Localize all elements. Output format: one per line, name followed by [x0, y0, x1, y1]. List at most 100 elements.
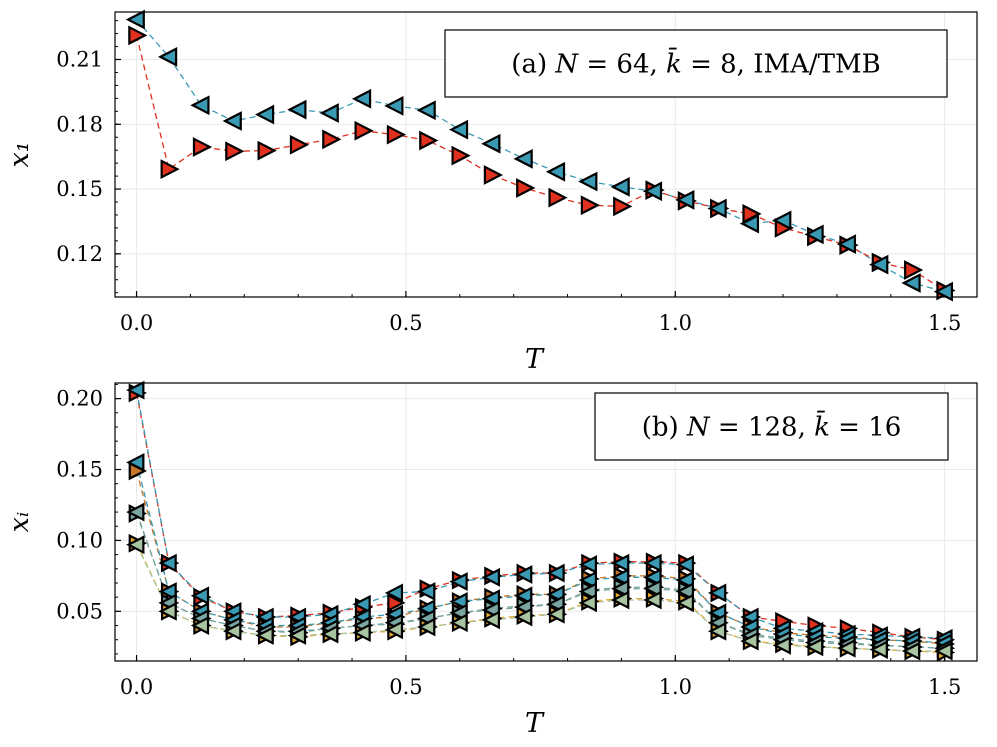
panel-b-data-point: [934, 641, 953, 661]
panel-b-data-point: [287, 626, 307, 645]
panel-a-y-axis-label: x₁: [4, 141, 35, 167]
panel-a-data-point: [869, 254, 889, 275]
panel-a-data-point: [225, 141, 245, 162]
panel-a-data-point: [516, 178, 536, 198]
panel-a-data-point: [419, 130, 439, 151]
panel-b-data-point: [901, 641, 921, 661]
panel-b-data-point: [449, 572, 468, 591]
panel-a-data-point: [190, 95, 210, 116]
panel-b-data-point: [352, 623, 371, 643]
panel-a-data-point: [739, 213, 760, 234]
panel-b-data-point: [352, 594, 371, 614]
panel-b-data-point: [643, 567, 662, 587]
panel-b-legend-title: (b) N = 128, k̄ = 16: [642, 410, 902, 443]
panel-b-ytick-label: 0.10: [56, 528, 103, 552]
panel-a-data-point: [933, 281, 954, 302]
panel-b-y-axis-label: xᵢ: [4, 512, 35, 533]
panel-b-data-point: [804, 637, 824, 657]
panel-a-xtick-label: 0.0: [120, 311, 153, 335]
panel-b-data-point: [675, 593, 694, 613]
panel-b-data-point: [578, 555, 598, 574]
panel-a-data-point: [222, 111, 242, 131]
panel-b-data-point: [449, 613, 468, 633]
panel-b-data-point: [643, 590, 662, 610]
panel-b-data-point: [837, 638, 856, 658]
panel-b-data-point: [384, 620, 404, 640]
panel-b-data-point: [417, 582, 436, 601]
panel-a-data-point: [483, 165, 504, 185]
panel-b-data-point: [643, 553, 662, 573]
panel-a-data-point: [351, 88, 372, 109]
panel-a-data-point: [904, 260, 924, 280]
panel-b-data-point: [611, 567, 630, 587]
panel-b-xtick-label: 1.0: [659, 675, 692, 699]
panel-a-data-point: [513, 148, 533, 169]
panel-b-data-point: [707, 621, 727, 641]
panel-a-data-point: [642, 181, 663, 202]
panel-b-data-point: [546, 604, 565, 624]
panel-b-ytick-label: 0.20: [56, 387, 103, 411]
panel-a-xtick-label: 1.0: [659, 311, 692, 335]
panel-b-data-point: [481, 567, 501, 587]
panel-a-data-point: [157, 47, 178, 67]
panel-b-x-axis-label: T: [525, 708, 545, 739]
panel-a-data-point: [287, 99, 307, 120]
panel-a-data-point: [386, 124, 407, 145]
panel-b-data-point: [578, 582, 598, 601]
panel-a-ytick-label: 0.12: [56, 242, 103, 266]
panel-b-data-point: [514, 607, 533, 627]
panel-b-legend-box: [594, 392, 949, 461]
panel-b-data-point: [190, 616, 210, 635]
panel-a-data-point: [128, 25, 148, 46]
panel-a-data-point: [289, 134, 310, 155]
panel-b-data-point: [481, 589, 501, 608]
panel-a-xtick-label: 0.5: [389, 311, 422, 335]
panel-b-data-point: [611, 579, 630, 599]
panel-b-data-point: [384, 583, 404, 603]
panel-a-data-point: [772, 210, 792, 231]
panel-a-xtick-label: 1.5: [928, 311, 961, 335]
panel-b-data-point: [481, 610, 501, 630]
panel-b-data-point: [675, 570, 694, 590]
panel-b-xtick-label: 0.5: [389, 675, 422, 699]
panel-b-data-point: [190, 586, 210, 606]
panel-b-data-point: [126, 380, 145, 400]
panel-a-data-point: [804, 224, 824, 245]
panel-b-chart: 0.0 0.5 1.0 1.5 0.05 0.10 0.15 0.20 Txᵢ (b) N = 1…: [4, 380, 978, 739]
panel-a-data-point: [192, 137, 213, 157]
panel-b-data-point: [126, 453, 145, 472]
panel-b-data-point: [869, 640, 888, 660]
panel-b-data-point: [611, 553, 630, 573]
panel-a-chart: 0.0 0.5 1.0 1.5 0.12 0.15 0.18 0.21 Tx₁ (a) N = 6…: [4, 9, 978, 375]
panel-a-data-point: [836, 234, 857, 254]
panel-a-data-point: [481, 133, 501, 154]
panel-a-data-point: [322, 129, 342, 150]
panel-b-data-point: [546, 563, 565, 583]
panel-b-data-point: [578, 593, 598, 613]
panel-b-data-point: [675, 582, 694, 601]
panel-a-data-point: [384, 96, 404, 116]
panel-b-series-line: [135, 513, 945, 649]
panel-a-legend-title: (a) N = 64, k̄ = 8, IMA/TMB: [511, 47, 880, 80]
panel-a-legend-box: [444, 29, 948, 98]
panel-a-data-point: [125, 9, 145, 30]
panel-b-data-point: [417, 617, 436, 637]
panel-b-xtick-label: 1.5: [928, 675, 961, 699]
panel-b-plot-frame: [114, 382, 978, 662]
panel-a-data-point: [707, 198, 727, 219]
panel-b-xtick-label: 0.0: [120, 675, 153, 699]
panel-b-data-point: [387, 593, 406, 613]
panel-b-data-point: [707, 583, 727, 603]
panel-a-data-point: [319, 103, 339, 123]
panel-a-data-point: [675, 189, 695, 210]
panel-a-data-point: [416, 100, 436, 121]
panel-b-data-point: [158, 582, 177, 601]
panel-b-data-point: [255, 626, 274, 645]
panel-b-series-line: [135, 511, 945, 649]
panel-a-data-point: [901, 273, 921, 293]
panel-a-data-point: [548, 187, 568, 208]
panel-b-data-point: [158, 601, 177, 621]
panel-a-ytick-label: 0.21: [56, 48, 103, 72]
panel-b-data-point: [126, 535, 145, 555]
